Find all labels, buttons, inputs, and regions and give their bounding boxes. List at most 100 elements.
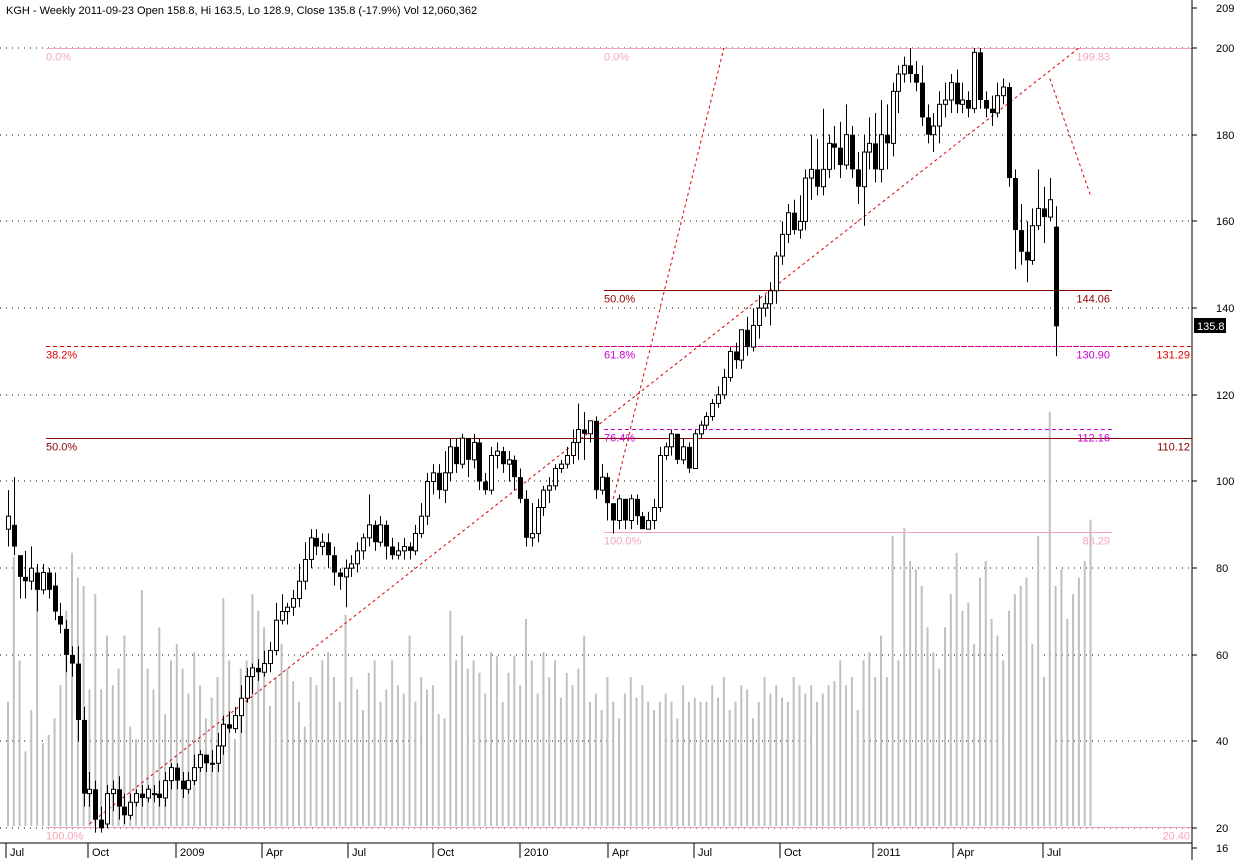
candle-body-up [879,134,884,170]
volume-bar [501,701,504,826]
candle-body-down [1054,226,1059,327]
volume-bar [914,569,917,826]
volume-bar [874,676,877,826]
candle-body-up [669,433,674,448]
volume-bar [1089,519,1092,826]
volume-bar [932,652,935,826]
volume-bar [420,676,423,826]
volume-bar [129,726,132,826]
candle-body-down [815,169,820,187]
candle-body-up [448,446,453,474]
candle-body-down [832,143,837,148]
candle-body-down [501,451,506,465]
candle-body-down [437,472,442,491]
volume-bar [169,660,172,826]
volume-bar [1008,610,1011,826]
volume-bar [600,710,603,826]
trendline [1049,78,1091,196]
x-tick-label: Oct [92,847,109,859]
volume-bar [65,610,68,826]
volume-bar [332,676,335,826]
fib-level-label: 0.0% [604,52,629,64]
volume-bar [699,701,702,826]
candle-body-up [960,99,965,105]
volume-bar [949,594,952,826]
volume-bar [839,660,842,826]
volume-bar [362,710,365,826]
candle-body-down [838,147,843,166]
candle-body-down [792,212,797,231]
candle-body-up [262,663,267,673]
candle-body-up [699,424,704,435]
x-tick-label: Jul [352,847,366,859]
volume-bar [629,676,632,826]
volume-bar [94,594,97,826]
volume-bar [414,701,417,826]
volume-bar [751,718,754,826]
candle-body-up [827,142,832,170]
volume-bar [810,685,813,826]
candle-body-down [640,516,645,530]
y-tick-label: 200 [1216,43,1234,55]
candle-body-up [710,402,715,417]
candle-body-down [373,524,378,543]
fib-level-label: 100.0% [46,831,84,843]
volume-bar [798,685,801,826]
fib-price-label: 144.06 [1076,294,1110,306]
volume-bar [164,714,167,826]
candle-body-up [367,524,372,539]
candle-body-down [850,134,855,170]
candle-body-up [250,667,255,678]
candle-body-down [314,537,319,547]
candle-body-down [734,351,739,361]
volume-bar [676,718,679,826]
volume-bar [455,660,458,826]
volume-bar [1077,577,1080,826]
volume-bar [1031,643,1034,826]
candle-body-up [943,99,948,105]
candle-body-down [1042,208,1047,218]
candle-body-down [64,628,69,655]
volume-bar [356,689,359,826]
candle-body-up [681,446,686,461]
volume-bar [321,660,324,826]
volume-bar [1060,569,1063,826]
candle-body-down [58,615,63,625]
candle-body-down [908,65,913,75]
volume-bar [530,660,533,826]
volume-bar [135,739,138,826]
candle-body-down [524,498,529,538]
candle-body-up [646,520,651,530]
candle-body-up [413,533,418,552]
volume-bar [542,652,545,826]
volume-bar [193,652,196,826]
candle-body-up [728,350,733,378]
candle-body-up [128,801,133,816]
volume-bar [175,643,178,826]
x-tick-label: Oct [437,847,454,859]
candle-body-up [291,598,296,608]
volume-bar [1072,594,1075,826]
volume-bar [105,635,108,826]
x-tick-label: 2009 [180,847,204,859]
candle-body-down [466,438,471,460]
volume-bar [757,701,760,826]
volume-bar [402,693,405,826]
volume-bar [670,701,673,826]
fib-level-label: 38.2% [46,350,77,362]
candle-body-up [600,476,605,491]
candle-body-up [891,90,896,144]
volume-bar [687,701,690,826]
volume-bar [961,610,964,826]
candle-body-up [489,454,494,491]
volume-bar [379,701,382,826]
candle-body-down [635,498,640,517]
volume-bar [251,594,254,826]
volume-bar [30,710,33,826]
candle-body-down [326,542,331,556]
fib-level-label: 0.0% [46,52,71,64]
volume-bar [146,668,149,826]
candle-body-up [221,723,226,747]
volume-bar [996,635,999,826]
volume-bar [524,619,527,826]
